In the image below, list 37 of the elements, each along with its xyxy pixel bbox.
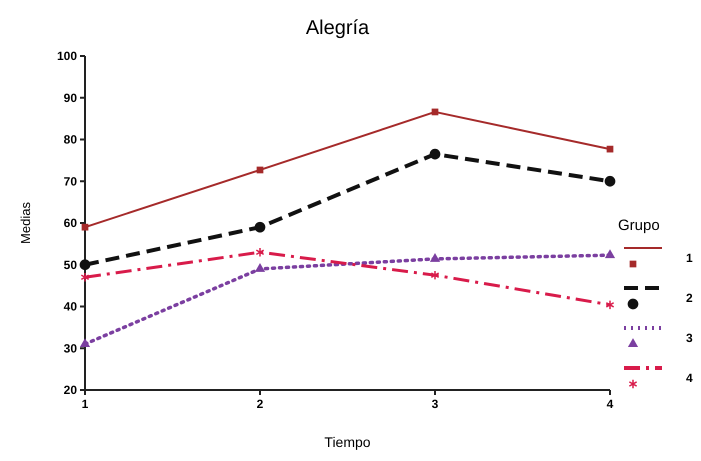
chart-title: Alegría bbox=[306, 17, 370, 39]
point bbox=[254, 263, 266, 272]
point bbox=[82, 224, 88, 231]
x-axis-title: Tiempo bbox=[324, 434, 371, 450]
y-tick-label: 70 bbox=[64, 174, 78, 188]
point bbox=[80, 338, 90, 348]
y-tick-label: 100 bbox=[56, 49, 78, 64]
y-tick-label: 80 bbox=[64, 132, 78, 147]
text: 3 bbox=[686, 331, 693, 345]
point bbox=[430, 270, 440, 280]
point bbox=[604, 176, 616, 187]
x-tick-label: 2 bbox=[256, 397, 264, 411]
y-tick-label: 30 bbox=[64, 341, 78, 356]
text: 2 bbox=[686, 291, 693, 305]
y-tick-label: 20 bbox=[64, 383, 78, 398]
legend-title: Grupo bbox=[618, 217, 660, 234]
y-axis-title: Medias bbox=[18, 202, 33, 244]
y-tick-label: 50 bbox=[64, 258, 78, 272]
point bbox=[254, 222, 266, 233]
point bbox=[432, 108, 438, 116]
y-tick-label: 60 bbox=[64, 216, 78, 230]
y-tick-label: 90 bbox=[64, 90, 78, 105]
point bbox=[606, 300, 614, 310]
point bbox=[80, 272, 90, 282]
text: 4 bbox=[686, 371, 693, 385]
x-tick-label: 1 bbox=[82, 397, 89, 411]
point bbox=[606, 146, 614, 152]
point bbox=[604, 249, 616, 258]
x-tick-label: 4 bbox=[606, 397, 614, 411]
x-tick-label: 3 bbox=[432, 397, 439, 411]
point bbox=[256, 247, 264, 258]
text: 1 bbox=[686, 251, 693, 265]
y-tick-label: 40 bbox=[64, 300, 78, 314]
point bbox=[430, 148, 440, 160]
point bbox=[256, 166, 264, 174]
point bbox=[430, 253, 440, 262]
point bbox=[80, 259, 90, 270]
